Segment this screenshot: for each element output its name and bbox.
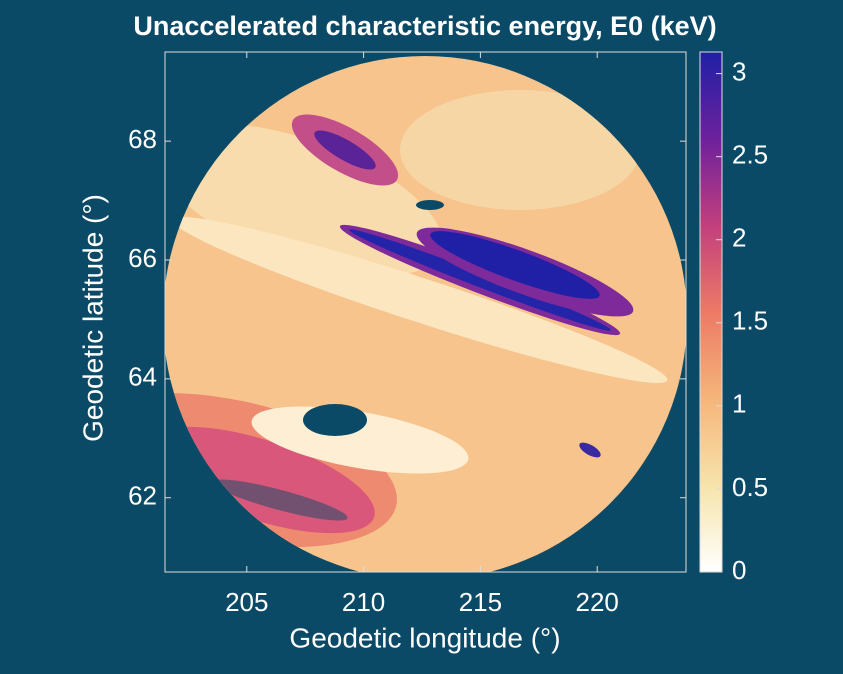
x-tick-label: 205 [225, 587, 268, 617]
x-tick-label: 220 [576, 587, 619, 617]
colorbar-tick-label: 2 [732, 223, 746, 253]
x-tick-label: 210 [342, 587, 385, 617]
y-tick-label: 68 [128, 124, 157, 154]
y-tick-label: 64 [128, 362, 157, 392]
y-tick-label: 62 [128, 481, 157, 511]
colorbar-tick-label: 3 [732, 56, 746, 86]
colorbar-tick-label: 1.5 [732, 306, 768, 336]
y-axis-label: Geodetic latitude (°) [77, 194, 108, 442]
y-tick-label: 66 [128, 243, 157, 273]
chart: Unaccelerated characteristic energy, E0 … [0, 0, 843, 669]
colorbar [700, 52, 722, 572]
chart-title: Unaccelerated characteristic energy, E0 … [133, 11, 716, 41]
x-axis-label: Geodetic longitude (°) [289, 622, 560, 653]
colorbar-tick-label: 0.5 [732, 472, 768, 502]
x-tick-label: 215 [459, 587, 502, 617]
colorbar-tick-label: 2.5 [732, 140, 768, 170]
colorbar-tick-label: 0 [732, 555, 746, 585]
colorbar-tick-label: 1 [732, 389, 746, 419]
